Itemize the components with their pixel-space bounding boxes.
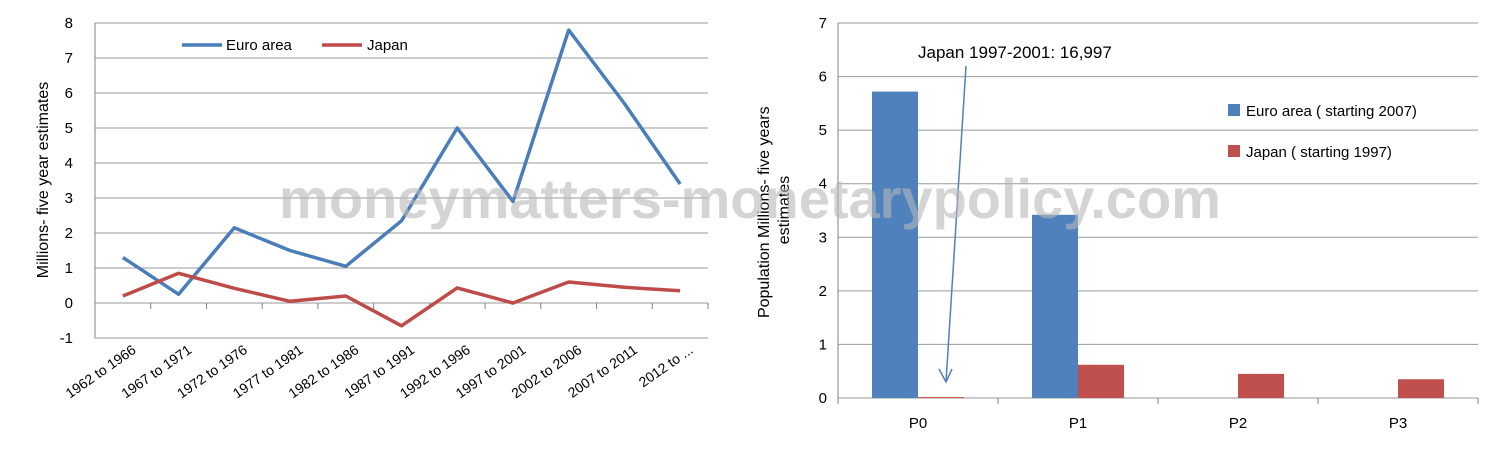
y-tick-label: 3 bbox=[65, 190, 73, 207]
right-y-axis-title-line-2: estimates bbox=[776, 176, 793, 244]
y-tick-label: 7 bbox=[819, 15, 827, 32]
annotation-label: Japan 1997-2001: 16,997 bbox=[918, 43, 1112, 62]
series-line-euro-area bbox=[121, 28, 682, 297]
right-bars bbox=[872, 91, 1444, 399]
y-tick-label: 0 bbox=[65, 295, 73, 312]
y-tick-label: 1 bbox=[819, 336, 827, 353]
y-tick-label: 7 bbox=[65, 50, 73, 67]
y-tick-label: 6 bbox=[65, 85, 73, 102]
y-tick-label: 0 bbox=[819, 390, 827, 407]
y-tick-label: 5 bbox=[65, 120, 73, 137]
legend-swatch-japan-1997 bbox=[1228, 145, 1240, 157]
right-y-axis-title: Population Millions- five years estimate… bbox=[756, 102, 793, 318]
series-line-japan bbox=[122, 271, 681, 328]
left-legend: Euro area Japan bbox=[182, 37, 408, 54]
annotation: Japan 1997-2001: 16,997 bbox=[918, 43, 1112, 384]
legend-label-euro-area-2007: Euro area ( starting 2007) bbox=[1246, 103, 1417, 120]
y-tick-label: 3 bbox=[819, 229, 827, 246]
y-tick-label: -1 bbox=[60, 330, 73, 347]
y-tick-label: 1 bbox=[65, 260, 73, 277]
legend-swatch-euro-area-2007 bbox=[1228, 104, 1240, 116]
left-gridlines bbox=[94, 22, 709, 339]
euro-japan-bar-chart: 0 1 2 3 4 5 6 7 P0 P1 P2 P3 Population Millions- f… bbox=[756, 15, 1479, 432]
y-tick-label: 4 bbox=[65, 155, 73, 172]
bar-euro-area bbox=[872, 91, 918, 399]
right-x-tick-labels: P0 P1 P2 P3 bbox=[909, 415, 1407, 432]
bar-japan bbox=[1238, 373, 1284, 398]
watermark-text: moneymatters-monetarypolicy.com bbox=[279, 167, 1221, 230]
x-tick-label: P2 bbox=[1229, 415, 1247, 432]
annotation-arrow-line bbox=[945, 65, 967, 383]
y-tick-label: 5 bbox=[819, 122, 827, 139]
legend-label-euro-area: Euro area bbox=[226, 37, 293, 54]
bar-japan bbox=[1078, 364, 1124, 398]
x-tick-label: P3 bbox=[1389, 415, 1407, 432]
legend-label-japan-1997: Japan ( starting 1997) bbox=[1246, 144, 1392, 161]
y-tick-label: 8 bbox=[65, 15, 73, 32]
right-y-axis-title-line-1: Population Millions- five years bbox=[756, 106, 773, 318]
left-y-tick-labels: -1 0 1 2 3 4 5 6 7 8 bbox=[60, 15, 73, 347]
y-tick-label: 6 bbox=[819, 69, 827, 86]
left-series-lines bbox=[121, 28, 682, 328]
y-tick-label: 2 bbox=[819, 283, 827, 300]
x-tick-label: P0 bbox=[909, 415, 927, 432]
bar-japan bbox=[918, 397, 964, 399]
right-gridlines bbox=[837, 22, 1479, 404]
x-tick-label: P1 bbox=[1069, 415, 1087, 432]
left-y-axis-title: Millions- five year estimates bbox=[35, 82, 52, 279]
bar-japan bbox=[1398, 379, 1444, 398]
y-tick-label: 2 bbox=[65, 225, 73, 242]
right-y-tick-labels: 0 1 2 3 4 5 6 7 bbox=[819, 15, 827, 407]
legend-label-japan: Japan bbox=[367, 37, 408, 54]
bar-euro-area bbox=[1032, 214, 1078, 398]
x-tick-label: 2012 to ... bbox=[636, 341, 696, 390]
y-tick-label: 4 bbox=[819, 176, 827, 193]
annotation-arrow-head bbox=[938, 368, 953, 384]
right-legend: Euro area ( starting 2007) Japan ( start… bbox=[1228, 103, 1417, 161]
